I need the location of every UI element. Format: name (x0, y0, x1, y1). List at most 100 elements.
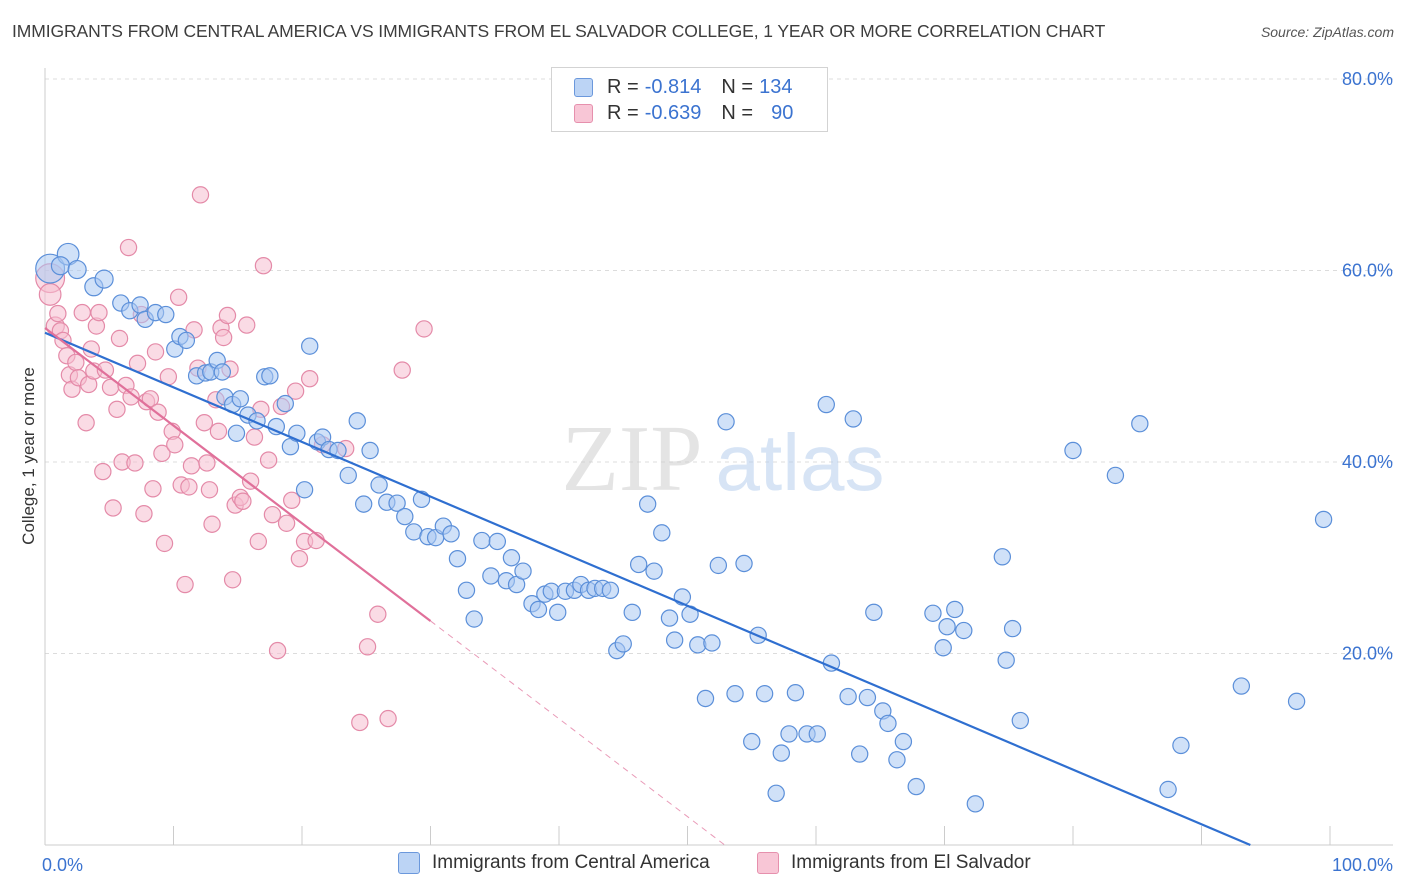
central-america-point (638, 495, 657, 513)
central-america-point (743, 732, 761, 751)
central-america-point (879, 714, 897, 733)
central-america-point (388, 494, 406, 512)
central-america-point (623, 603, 641, 622)
central-america-point (488, 532, 507, 551)
el-salvador-point (180, 478, 198, 496)
central-america-point (888, 751, 906, 769)
central-america-point (396, 507, 414, 526)
central-america-point (301, 337, 319, 355)
central-america-point (703, 634, 721, 652)
central-america-point (473, 531, 491, 550)
el-salvador-point (119, 238, 138, 257)
legend-swatch-pink (757, 852, 779, 874)
el-salvador-point (38, 283, 62, 306)
el-salvador-point (379, 709, 397, 728)
el-salvador-trend-extension (430, 620, 726, 846)
central-america-point (907, 777, 925, 796)
central-america-point (1314, 510, 1333, 529)
central-america-point (865, 603, 883, 622)
legend-r-label: R = (607, 101, 639, 124)
central-america-point (1131, 415, 1149, 433)
legend-n-label: N = (721, 75, 754, 98)
central-america-point (966, 795, 985, 813)
central-america-point (938, 617, 956, 636)
central-america-point (361, 441, 379, 460)
legend-row-el-salvador: R = -0.639 N = 90 (574, 101, 793, 125)
central-america-point (772, 744, 791, 762)
watermark-zip: ZIP (562, 407, 703, 511)
el-salvador-point (263, 505, 282, 524)
central-america-point (808, 725, 826, 743)
el-salvador-point (277, 514, 296, 532)
central-america-point (457, 581, 476, 600)
el-salvador-point (301, 369, 319, 388)
central-america-point (177, 331, 196, 350)
central-america-point (946, 600, 964, 619)
el-salvador-point (49, 304, 67, 323)
el-salvador-point (254, 257, 273, 275)
central-america-point (665, 631, 684, 649)
el-salvador-point (90, 303, 108, 322)
axes: 20.0% 40.0% 60.0% 80.0% 0.0% 100.0% (42, 68, 1393, 875)
el-salvador-point (77, 414, 95, 432)
central-america-point (755, 685, 774, 703)
central-america-point (993, 548, 1012, 566)
central-america-point (601, 581, 620, 600)
el-salvador-point (268, 641, 287, 660)
legend-item-el-salvador[interactable]: Immigrants from El Salvador (757, 852, 1031, 874)
central-america-point (514, 562, 532, 580)
central-america-point (1011, 711, 1030, 730)
source-label: Source: ZipAtlas.com (1260, 24, 1394, 40)
el-salvador-point (218, 306, 237, 325)
el-salvador-point (122, 388, 140, 406)
el-salvador-point (259, 451, 278, 469)
el-salvador-point (415, 320, 433, 338)
central-america-point (894, 732, 913, 751)
central-america-point (276, 394, 294, 413)
central-america-point (482, 567, 500, 585)
central-america-point (660, 609, 679, 627)
watermark-atlas: atlas (716, 418, 885, 507)
el-salvador-point (94, 462, 112, 481)
central-america-point (354, 495, 373, 513)
correlation-legend: R = -0.814 N = 134 R = -0.639 N = 90 (551, 67, 828, 132)
el-salvador-point (126, 454, 144, 472)
central-america-point (997, 651, 1015, 669)
legend-r-value: -0.814 (644, 75, 702, 98)
el-salvador-point (146, 343, 165, 361)
central-america-point (231, 390, 250, 408)
el-salvador-point (290, 550, 309, 568)
el-salvador-point (214, 328, 233, 347)
trend-lines (44, 327, 1251, 847)
central-america-point (267, 417, 285, 436)
central-america-point (295, 481, 314, 499)
el-salvador-point (198, 454, 216, 472)
el-salvador-point (241, 472, 260, 490)
central-america-point (1159, 780, 1177, 799)
el-salvador-point (223, 571, 242, 589)
el-salvador-point (283, 491, 301, 509)
central-america-point (1064, 441, 1082, 460)
central-america-point (645, 562, 663, 580)
central-america-point (850, 745, 869, 763)
y-tick-label: 60.0% (1342, 261, 1393, 281)
central-america-point (709, 556, 728, 575)
y-tick-label: 40.0% (1342, 452, 1393, 472)
central-america-point (529, 600, 548, 619)
central-america-point (696, 689, 715, 708)
series-central-america-points (35, 242, 1333, 813)
el-salvador-point (73, 303, 91, 322)
el-salvador-point (249, 532, 268, 551)
el-salvador-point (153, 444, 171, 463)
central-america-point (348, 412, 366, 430)
central-america-point (227, 424, 246, 442)
legend-r-label: R = (607, 75, 639, 98)
el-salvador-point (108, 400, 126, 419)
central-america-point (261, 367, 279, 385)
y-axis-label: College, 1 year or more (19, 367, 38, 545)
watermark: ZIP atlas (562, 407, 885, 511)
central-america-point (67, 259, 87, 280)
el-salvador-point (110, 329, 129, 348)
legend-item-central-america[interactable]: Immigrants from Central America (398, 852, 710, 874)
el-salvador-point (245, 428, 264, 446)
